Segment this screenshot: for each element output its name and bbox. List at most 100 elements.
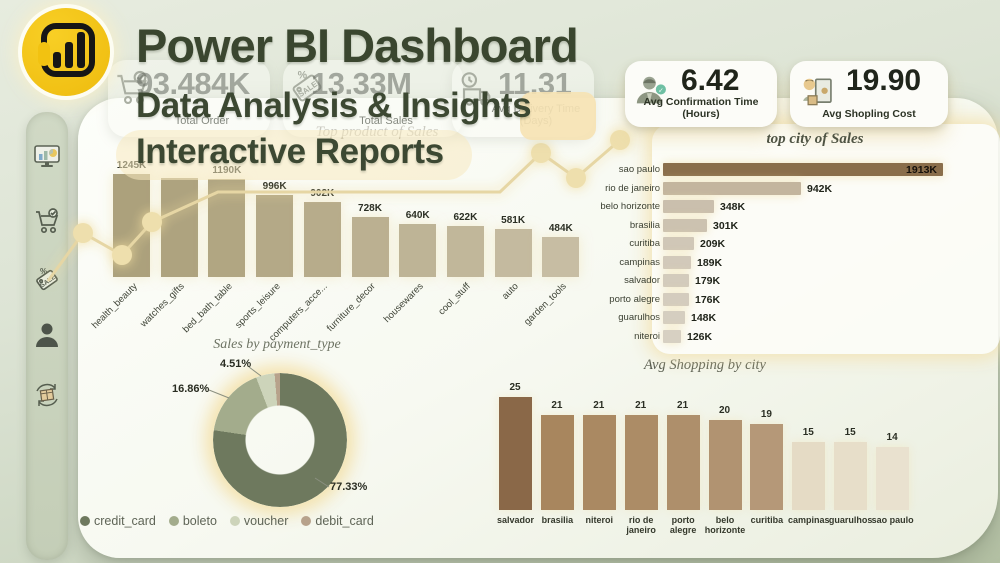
kpi-total-sales[interactable]: SALE % 13.33M Total Sales [283, 60, 463, 137]
kpi-confirmation-time[interactable]: ✓ 6.42 Avg Confirmation Time (Hours) [625, 61, 777, 127]
delivery-time-icon [456, 68, 496, 108]
city-label: brasilia [629, 219, 660, 231]
bar-housewares[interactable] [399, 224, 437, 277]
avg-shopping-chart: 25 21 21 21 21 20 19 15 15 14 [480, 378, 940, 510]
payment-legend: credit_card boleto voucher debit_card [80, 514, 374, 528]
bar-sports-leisure[interactable] [256, 195, 294, 277]
bar-curitiba[interactable] [663, 237, 694, 250]
bar-niteroi[interactable] [663, 329, 681, 343]
city-label: sao paulo [618, 164, 660, 175]
bar-value-label: 20 [718, 405, 731, 416]
dashboard-monitor-icon[interactable] [32, 142, 62, 172]
bar-bed-bath-table[interactable] [208, 179, 246, 277]
package-return-icon[interactable] [32, 380, 62, 410]
donut-label-credit-card: 77.33% [330, 481, 368, 493]
category-label: campinas [788, 515, 830, 525]
sale-tag-icon[interactable]: SALE % [32, 265, 62, 295]
bar-belo-horizonte[interactable] [663, 200, 714, 213]
bar-auto[interactable] [494, 229, 532, 277]
legend-dot [168, 516, 179, 526]
legend-dot [301, 516, 312, 526]
top-city-chart-panel [652, 124, 1000, 354]
city-label: salvador [624, 275, 660, 286]
svg-text:✓: ✓ [658, 88, 663, 95]
avg-shopping-category-axis: salvador brasilia niteroi rio de janeiro por… [480, 515, 950, 555]
bar-salvador[interactable] [499, 397, 532, 510]
bar-value-label: 348K [720, 201, 746, 213]
bar-guarulhos[interactable] [663, 311, 685, 324]
city-label: curitiba [629, 238, 660, 249]
donut-label-boleto: 16.86% [172, 383, 210, 395]
city-label: belo horizonte [600, 201, 660, 212]
bar-computers-acce-[interactable] [303, 202, 341, 277]
bar-value-label: 15 [844, 427, 856, 438]
page-subtitle-1: Data Analysis & Insights [136, 86, 532, 125]
city-label: guarulhos [618, 312, 660, 323]
donut-label-voucher: 4.51% [220, 358, 252, 370]
category-label: niteroi [585, 515, 614, 525]
bar-sao-paulo[interactable] [663, 163, 943, 176]
bar-rio-de-janeiro[interactable] [624, 415, 658, 510]
chart-title-avg-shopping: Avg Shopping by city [643, 357, 766, 373]
bar-value-label: 484K [548, 223, 573, 234]
legend-label: credit_card [94, 514, 156, 528]
bar-campinas[interactable] [663, 255, 691, 269]
category-label: rio de janeiro [626, 515, 656, 536]
kpi-shopping-cost[interactable]: 19.90 Avg Shopling Cost [790, 61, 948, 127]
bar-cool-stuff[interactable] [446, 226, 484, 277]
city-label: porto alegre [609, 293, 660, 305]
bar-value-label: 25 [509, 382, 521, 393]
city-label: niteroi [634, 330, 660, 342]
legend-item-voucher[interactable]: voucher [229, 514, 288, 528]
category-label: brasilia [541, 515, 574, 525]
bar-value-label: 176K [695, 293, 721, 306]
user-icon[interactable] [32, 320, 62, 350]
confirmation-person-icon: ✓ [633, 73, 673, 113]
bar-value-label: 728K [358, 203, 382, 214]
bar-salvador[interactable] [663, 274, 689, 287]
bar-health-beauty[interactable] [113, 174, 150, 277]
bar-brasilia[interactable] [663, 218, 707, 232]
kpi-total-order[interactable]: 93.484K Total Order [108, 60, 270, 137]
kpi-value: 6.42 [681, 64, 740, 97]
bar-value-label: 1913K [906, 164, 937, 176]
bar-value-label: 21 [593, 400, 605, 411]
bar-rio-de-janeiro[interactable] [663, 181, 801, 195]
bar-garden-tools[interactable] [542, 237, 580, 277]
kpi-value: 19.90 [846, 64, 922, 97]
city-label: rio de janeiro [605, 182, 660, 194]
bar-value-label: 148K [691, 312, 717, 324]
bar-belo-horizonte[interactable] [708, 420, 742, 510]
cream-decoration [520, 92, 596, 140]
bar-watches-gifts[interactable] [160, 178, 198, 277]
bar-porto-alegre[interactable] [666, 415, 700, 510]
bar-campinas[interactable] [792, 442, 826, 510]
category-label: sao paulo [871, 515, 914, 525]
svg-text:%: % [40, 267, 47, 276]
legend-item-debit-card[interactable]: debit_card [301, 514, 374, 528]
svg-text:%: % [298, 70, 308, 82]
bar-value-label: 996K [262, 181, 287, 192]
legend-label: debit_card [315, 514, 374, 528]
category-label: salvador [496, 515, 535, 525]
bar-brasilia[interactable] [540, 415, 574, 510]
top-product-category-axis: health_beauty watches_gifts bed_bath_table… [89, 281, 593, 344]
legend-item-boleto[interactable]: boleto [168, 514, 217, 528]
shopper-icon [798, 73, 838, 113]
bar-furniture-decor[interactable] [351, 217, 389, 277]
bar-curitiba[interactable] [750, 424, 784, 510]
category-label: porto alegre [669, 515, 697, 536]
page-title: Power BI Dashboard [136, 19, 579, 72]
bar-sao-paulo[interactable] [876, 447, 910, 510]
bar-guarulhos[interactable] [834, 442, 868, 510]
category-label: curitiba [750, 515, 784, 525]
bar-niteroi[interactable] [582, 415, 616, 510]
cart-check-icon[interactable] [32, 206, 62, 236]
bar-value-label: 21 [677, 400, 689, 411]
legend-item-credit-card[interactable]: credit_card [80, 514, 156, 528]
bar-value-label: 21 [551, 400, 563, 411]
payment-donut-chart[interactable] [213, 373, 347, 507]
bar-value-label: 640K [405, 210, 430, 221]
bar-value-label: 179K [695, 275, 721, 287]
bar-porto-alegre[interactable] [663, 292, 689, 306]
